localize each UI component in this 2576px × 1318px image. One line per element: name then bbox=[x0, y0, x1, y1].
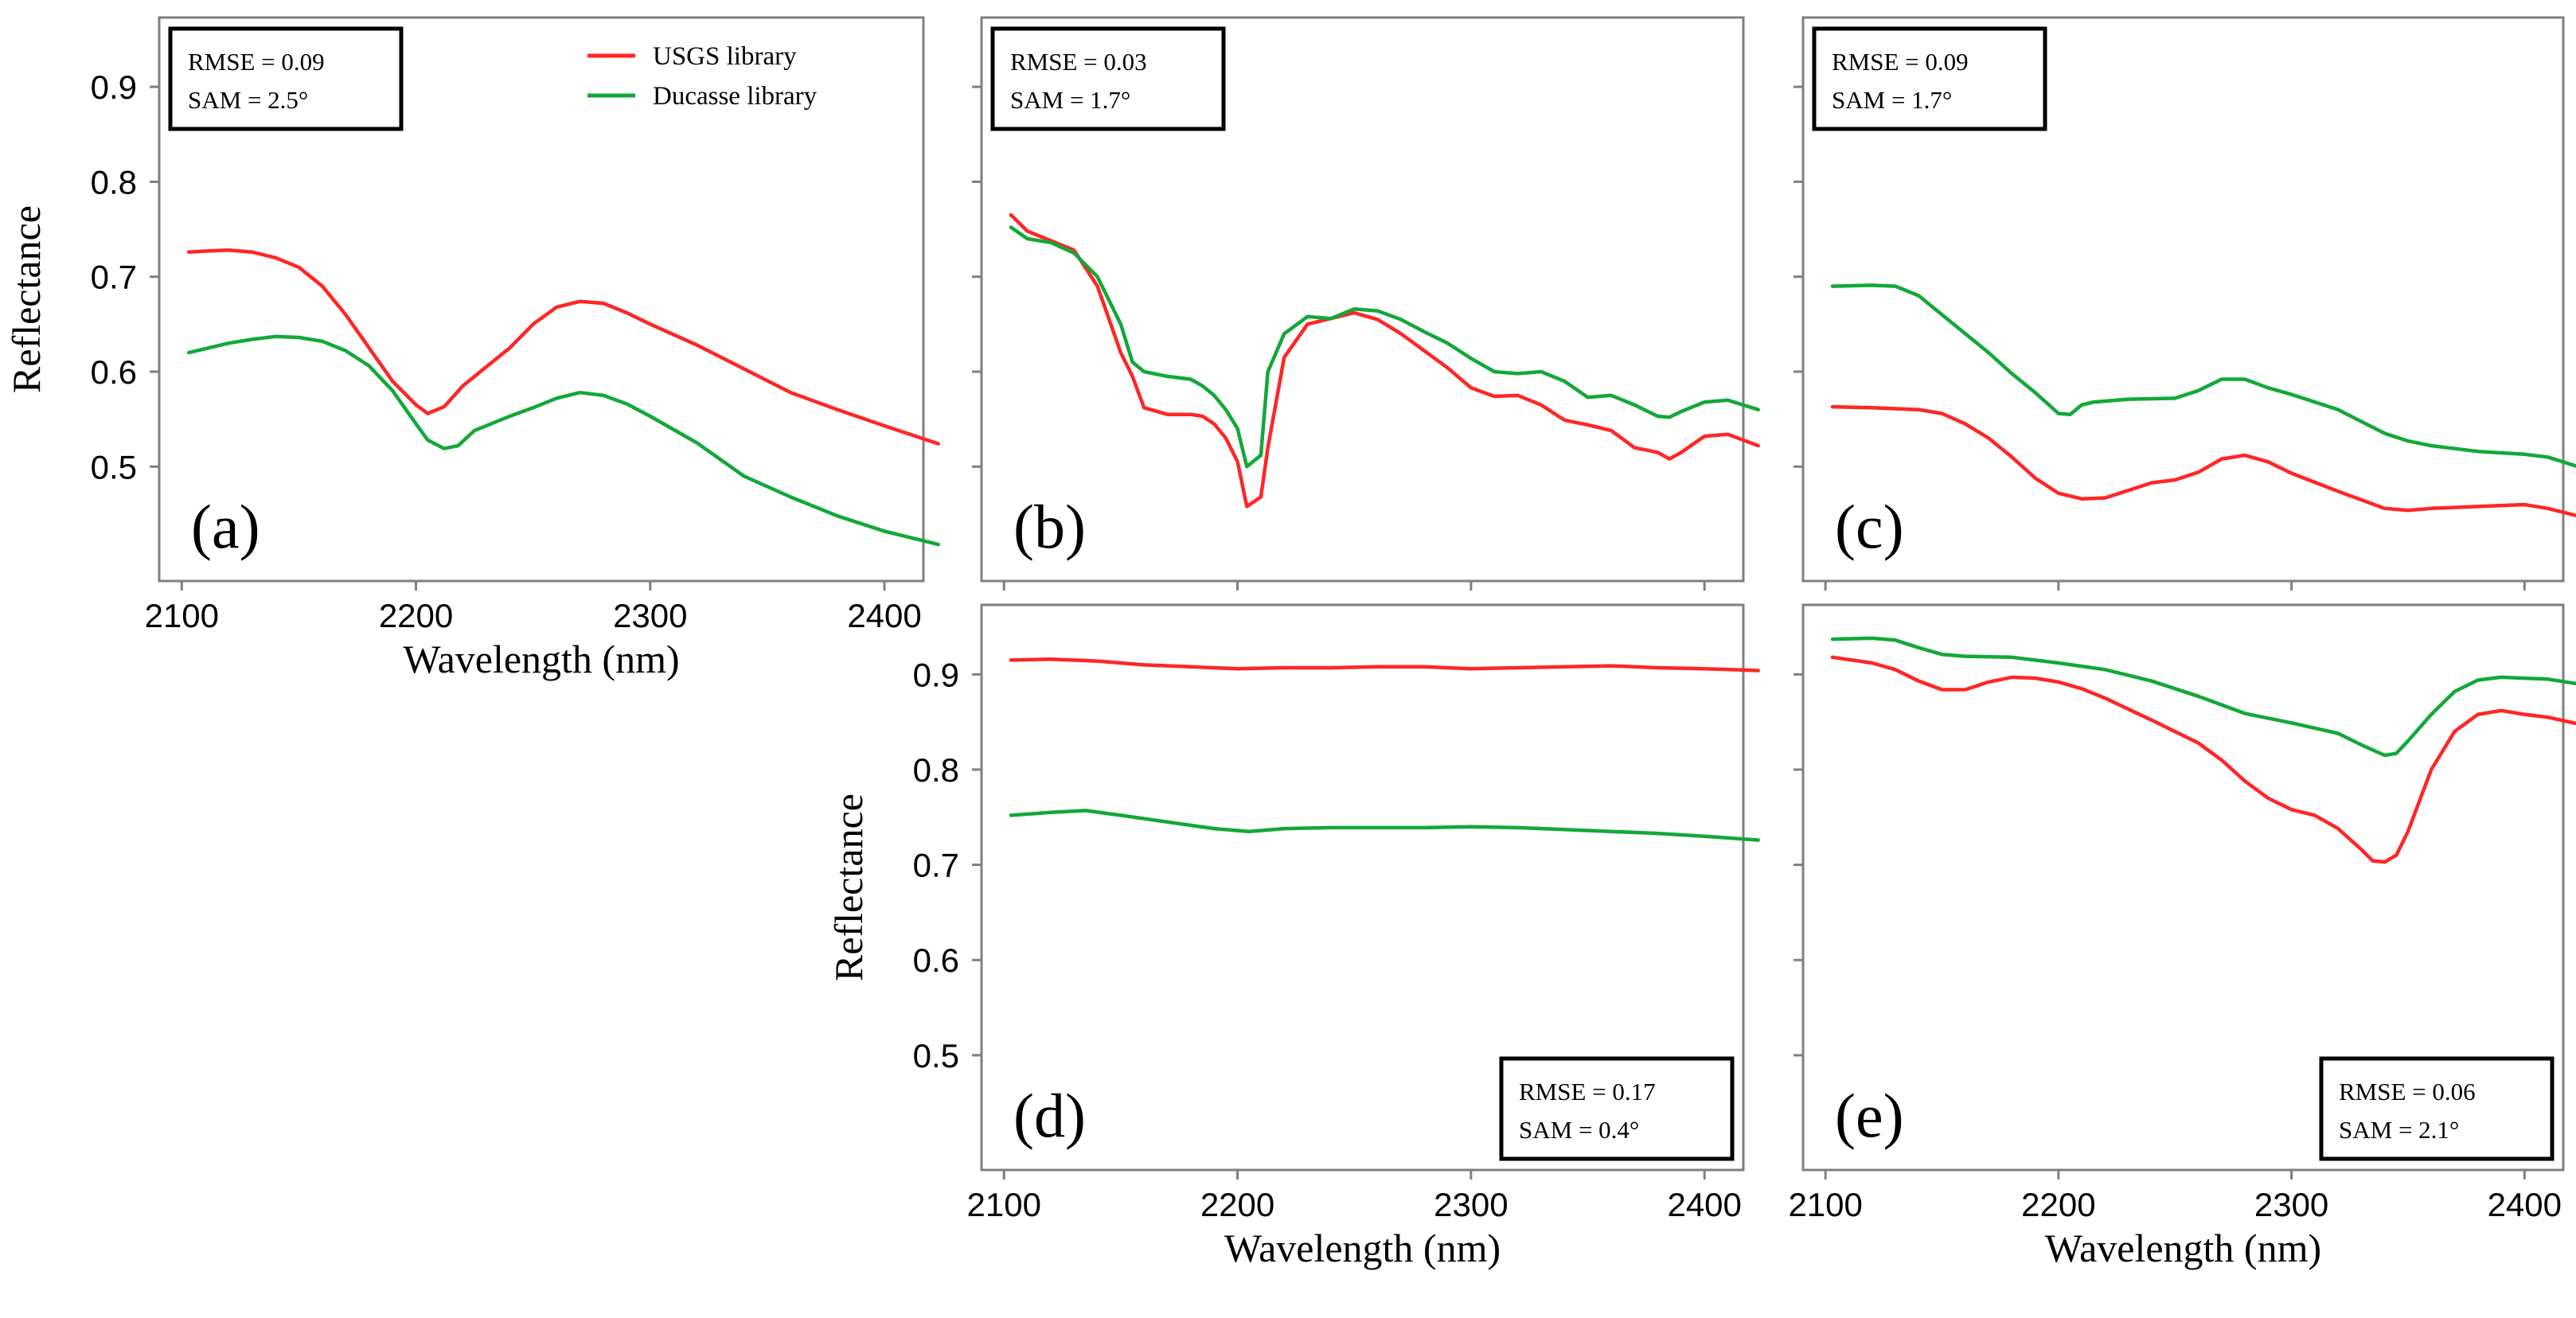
series-line-usgs bbox=[1830, 655, 2576, 864]
x-axis-title: Wavelength (nm) bbox=[1224, 1226, 1501, 1270]
panel-c: (c) RMSE = 0.09 SAM = 1.7° bbox=[1793, 16, 2576, 591]
series-line-usgs bbox=[186, 248, 940, 446]
plot-frame-a bbox=[158, 16, 925, 583]
series-line-usgs bbox=[1830, 404, 2576, 517]
y-tick-label: 0.7 bbox=[913, 847, 959, 884]
panel-b: (b) RMSE = 0.03 SAM = 1.7° bbox=[972, 16, 1760, 591]
stats-box bbox=[2319, 1056, 2555, 1161]
plot-frame-e bbox=[1801, 603, 2565, 1172]
panel-a: 2100 2200 2300 2400 0.5 0.6 0.7 0.8 0.9 Wavelengt… bbox=[4, 16, 940, 681]
series-line-ducasse bbox=[1009, 809, 1760, 842]
sam-value: SAM = 2.5° bbox=[188, 86, 308, 114]
x-axis-title: Wavelength (nm) bbox=[2045, 1226, 2321, 1270]
rmse-value: RMSE = 0.03 bbox=[1010, 48, 1147, 76]
x-tick-label: 2300 bbox=[613, 597, 687, 634]
plot-frame-d bbox=[980, 603, 1745, 1172]
y-tick-label: 0.6 bbox=[91, 353, 137, 391]
sam-value: SAM = 1.7° bbox=[1010, 86, 1130, 114]
x-tick-label: 2400 bbox=[2488, 1186, 2562, 1223]
y-tick-label: 0.5 bbox=[913, 1037, 959, 1074]
panel-e: 2100 2200 2300 2400 Wavelength (nm) (e) RMSE =… bbox=[1788, 603, 2576, 1270]
plot-frame-c bbox=[1801, 16, 2565, 583]
sam-value: SAM = 1.7° bbox=[1832, 86, 1952, 114]
x-tick-label: 2100 bbox=[145, 597, 219, 634]
rmse-value: RMSE = 0.17 bbox=[1519, 1078, 1656, 1105]
stats-box bbox=[1499, 1056, 1735, 1161]
y-tick-label: 0.8 bbox=[91, 163, 137, 201]
legend-label-ducasse: Ducasse library bbox=[653, 82, 818, 111]
panel-label: (b) bbox=[1013, 492, 1086, 561]
panel-label: (c) bbox=[1835, 492, 1904, 561]
y-tick-label: 0.6 bbox=[913, 942, 959, 979]
series-line-ducasse bbox=[1009, 225, 1760, 469]
y-axis-title: Reflectance bbox=[4, 205, 49, 393]
stats-box bbox=[168, 26, 404, 131]
rmse-value: RMSE = 0.09 bbox=[188, 48, 325, 76]
sam-value: SAM = 2.1° bbox=[2339, 1116, 2459, 1144]
y-tick-label: 0.8 bbox=[913, 751, 959, 789]
stats-box bbox=[1812, 26, 2047, 131]
panel-label: (e) bbox=[1835, 1081, 1904, 1150]
y-tick-label: 0.5 bbox=[91, 448, 137, 485]
x-tick-label: 2300 bbox=[1434, 1186, 1508, 1223]
rmse-value: RMSE = 0.06 bbox=[2339, 1078, 2476, 1105]
y-axis-title: Reflectance bbox=[826, 794, 871, 981]
panel-d: 2100 2200 2300 2400 0.5 0.6 0.7 0.8 0.9 Wavelengt… bbox=[826, 603, 1760, 1270]
x-tick-label: 2400 bbox=[847, 597, 921, 634]
series-line-ducasse bbox=[1830, 636, 2576, 758]
panel-label: (a) bbox=[191, 492, 260, 561]
x-tick-label: 2300 bbox=[2254, 1186, 2328, 1223]
y-tick-label: 0.9 bbox=[913, 656, 959, 693]
panel-label: (d) bbox=[1013, 1081, 1086, 1150]
stats-box bbox=[990, 26, 1226, 131]
rmse-value: RMSE = 0.09 bbox=[1832, 48, 1969, 76]
x-tick-label: 2200 bbox=[379, 597, 453, 634]
series-line-ducasse bbox=[186, 334, 940, 547]
series-line-ducasse bbox=[1830, 283, 2576, 468]
x-axis-title: Wavelength (nm) bbox=[403, 637, 679, 681]
legend-label-usgs: USGS library bbox=[653, 42, 797, 71]
x-tick-label: 2400 bbox=[1667, 1186, 1741, 1223]
plot-frame-b bbox=[980, 16, 1745, 583]
x-tick-label: 2200 bbox=[2021, 1186, 2095, 1223]
x-tick-label: 2100 bbox=[967, 1186, 1041, 1223]
x-tick-label: 2100 bbox=[1788, 1186, 1862, 1223]
series-line-usgs bbox=[1009, 657, 1760, 673]
x-tick-label: 2200 bbox=[1200, 1186, 1274, 1223]
y-tick-label: 0.7 bbox=[91, 259, 137, 296]
sam-value: SAM = 0.4° bbox=[1519, 1116, 1639, 1144]
y-tick-label: 0.9 bbox=[91, 68, 137, 106]
